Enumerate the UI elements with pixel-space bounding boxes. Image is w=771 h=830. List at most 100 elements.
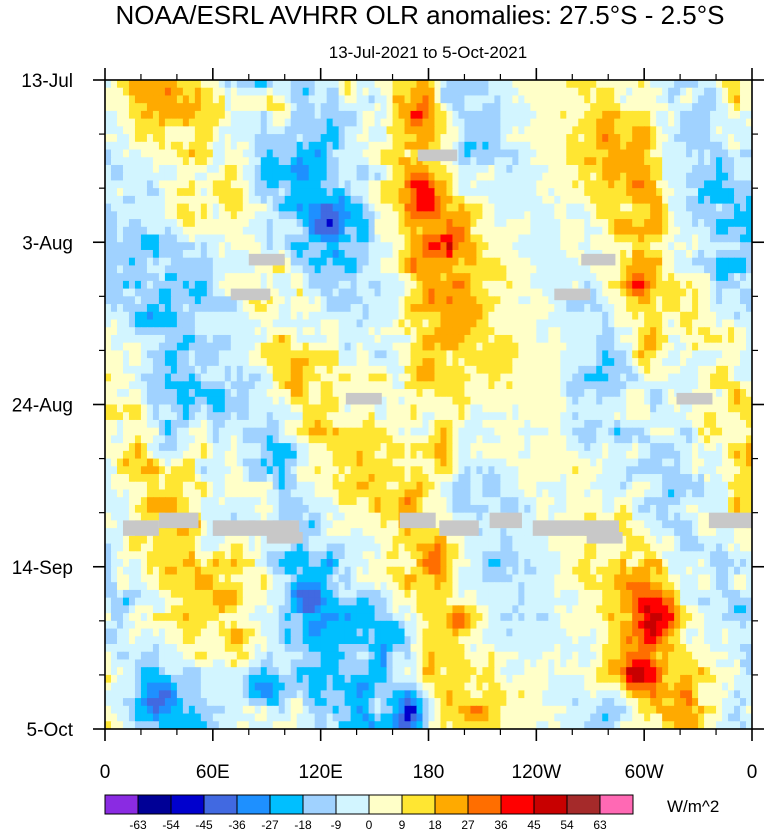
anomaly-cell bbox=[176, 350, 184, 359]
anomaly-cell bbox=[128, 404, 136, 413]
anomaly-cell bbox=[632, 334, 639, 344]
anomaly-cell bbox=[158, 110, 166, 120]
anomaly-cell bbox=[452, 249, 460, 259]
anomaly-cell bbox=[116, 195, 124, 205]
anomaly-cell bbox=[134, 396, 142, 406]
anomaly-cell bbox=[674, 373, 681, 382]
anomaly-cell bbox=[662, 288, 669, 297]
anomaly-cell bbox=[140, 95, 148, 104]
anomaly-cell bbox=[146, 427, 154, 437]
anomaly-cell bbox=[740, 404, 747, 413]
anomaly-cell bbox=[188, 265, 196, 274]
anomaly-cell bbox=[530, 188, 537, 197]
anomaly-cell bbox=[470, 110, 478, 120]
anomaly-cell bbox=[272, 134, 280, 143]
anomaly-cell bbox=[710, 172, 717, 182]
anomaly-cell bbox=[290, 141, 298, 151]
anomaly-cell bbox=[362, 188, 370, 197]
anomaly-cell bbox=[398, 95, 406, 104]
anomaly-cell bbox=[422, 296, 430, 305]
anomaly-cell bbox=[746, 419, 752, 429]
anomaly-cell bbox=[656, 389, 663, 398]
anomaly-cell bbox=[710, 242, 717, 251]
anomaly-cell bbox=[710, 103, 717, 112]
anomaly-cell bbox=[410, 327, 418, 336]
anomaly-cell bbox=[338, 265, 346, 274]
anomaly-cell bbox=[488, 427, 495, 437]
anomaly-cell bbox=[572, 103, 579, 112]
anomaly-cell bbox=[284, 265, 292, 274]
anomaly-cell bbox=[392, 373, 400, 382]
anomaly-cell bbox=[326, 389, 334, 398]
anomaly-cell bbox=[512, 358, 519, 367]
anomaly-cell bbox=[734, 134, 741, 143]
anomaly-cell bbox=[248, 365, 256, 375]
anomaly-cell bbox=[488, 149, 495, 158]
anomaly-cell bbox=[644, 234, 651, 243]
anomaly-cell bbox=[218, 358, 226, 367]
anomaly-cell bbox=[260, 311, 268, 321]
anomaly-cell bbox=[650, 327, 657, 336]
anomaly-cell bbox=[368, 203, 376, 212]
anomaly-cell bbox=[644, 358, 651, 367]
anomaly-cell bbox=[740, 226, 747, 236]
anomaly-cell bbox=[362, 365, 370, 375]
anomaly-cell bbox=[704, 87, 711, 97]
anomaly-cell bbox=[386, 172, 394, 182]
anomaly-cell bbox=[386, 203, 394, 212]
anomaly-cell bbox=[548, 419, 555, 429]
anomaly-cell bbox=[392, 365, 400, 375]
anomaly-cell bbox=[602, 334, 609, 344]
anomaly-cell bbox=[674, 365, 681, 375]
anomaly-cell bbox=[434, 188, 442, 197]
anomaly-cell bbox=[134, 164, 142, 174]
anomaly-cell bbox=[608, 327, 615, 336]
anomaly-cell bbox=[308, 319, 316, 328]
anomaly-cell bbox=[212, 234, 220, 243]
anomaly-cell bbox=[368, 365, 376, 375]
anomaly-cell bbox=[452, 234, 460, 243]
anomaly-cell bbox=[548, 80, 555, 89]
anomaly-cell bbox=[105, 350, 112, 359]
anomaly-cell bbox=[704, 365, 711, 375]
anomaly-cell bbox=[626, 118, 633, 127]
anomaly-cell bbox=[434, 203, 442, 212]
anomaly-cell bbox=[254, 435, 262, 444]
anomaly-cell bbox=[620, 103, 627, 112]
anomaly-cell bbox=[638, 126, 645, 135]
anomaly-cell bbox=[674, 265, 681, 274]
anomaly-cell bbox=[500, 219, 507, 228]
anomaly-cell bbox=[488, 195, 495, 205]
anomaly-cell bbox=[362, 419, 370, 429]
anomaly-cell bbox=[572, 141, 579, 151]
anomaly-cell bbox=[176, 80, 184, 89]
anomaly-cell bbox=[476, 95, 484, 104]
anomaly-cell bbox=[170, 134, 178, 143]
anomaly-cell bbox=[530, 327, 537, 336]
anomaly-cell bbox=[704, 327, 711, 336]
anomaly-cell bbox=[710, 311, 717, 321]
anomaly-cell bbox=[494, 211, 501, 220]
anomaly-cell bbox=[176, 126, 184, 135]
anomaly-cell bbox=[368, 242, 376, 251]
anomaly-cell bbox=[644, 141, 651, 151]
anomaly-cell bbox=[392, 157, 400, 166]
anomaly-cell bbox=[644, 350, 651, 359]
anomaly-cell bbox=[320, 365, 328, 375]
anomaly-cell bbox=[494, 149, 501, 158]
anomaly-cell bbox=[320, 195, 328, 205]
anomaly-cell bbox=[452, 296, 460, 305]
anomaly-cell bbox=[236, 103, 244, 112]
anomaly-cell bbox=[482, 265, 490, 274]
anomaly-cell bbox=[374, 358, 382, 367]
anomaly-cell bbox=[344, 87, 352, 97]
anomaly-cell bbox=[710, 87, 717, 97]
anomaly-cell bbox=[116, 435, 124, 444]
anomaly-cell bbox=[218, 164, 226, 174]
anomaly-cell bbox=[314, 319, 322, 328]
anomaly-cell bbox=[422, 203, 430, 212]
anomaly-cell bbox=[194, 365, 202, 375]
anomaly-cell bbox=[542, 404, 549, 413]
anomaly-cell bbox=[446, 381, 454, 390]
anomaly-cell bbox=[224, 195, 232, 205]
